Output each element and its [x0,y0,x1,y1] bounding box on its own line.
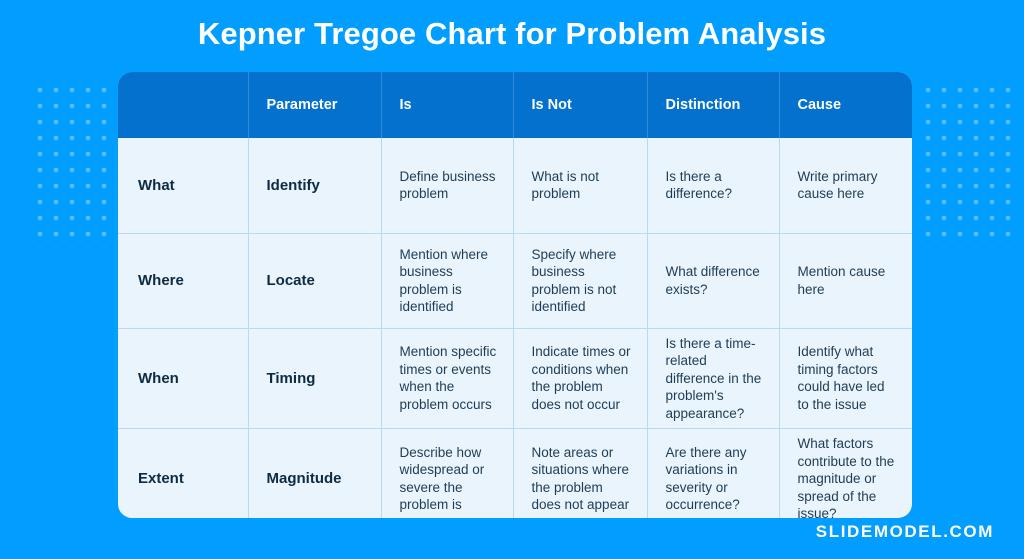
brand-watermark: SLIDEMODEL.COM [815,522,994,541]
kepner-tregoe-table: Parameter Is Is Not Distinction Cause Wh… [118,72,912,518]
table-row: Where Locate Mention where business prob… [118,233,912,329]
dot-pattern-right-decoration [916,78,1012,248]
cell-is-what: Define business problem [381,138,514,234]
table-body: What Identify Define business problem Wh… [118,138,912,518]
cell-is-not-when: Indicate times or conditions when the pr… [513,328,648,429]
column-header-is-not: Is Not [513,72,648,138]
cell-is-not-extent: Note areas or situations where the probl… [513,428,648,518]
cell-is-not-what: What is not problem [513,138,648,234]
cell-is-not-where: Specify where business problem is not id… [513,233,648,329]
kepner-tregoe-table-card: Parameter Is Is Not Distinction Cause Wh… [118,72,912,518]
row-label-what: What [118,138,249,234]
column-header-distinction: Distinction [647,72,780,138]
cell-distinction-when: Is there a time-related difference in th… [647,328,780,429]
cell-cause-where: Mention cause here [779,233,912,329]
table-header-row: Parameter Is Is Not Distinction Cause [118,72,912,138]
cell-distinction-where: What difference exists? [647,233,780,329]
row-label-where: Where [118,233,249,329]
cell-is-where: Mention where business problem is identi… [381,233,514,329]
table-row: Extent Magnitude Describe how widespread… [118,428,912,518]
cell-parameter-what: Identify [248,138,382,234]
cell-cause-when: Identify what timing factors could have … [779,328,912,429]
cell-parameter-when: Timing [248,328,382,429]
row-label-when: When [118,328,249,429]
cell-is-extent: Describe how widespread or severe the pr… [381,428,514,518]
column-header-parameter: Parameter [248,72,382,138]
cell-parameter-extent: Magnitude [248,428,382,518]
table-row: What Identify Define business problem Wh… [118,138,912,234]
table-header: Parameter Is Is Not Distinction Cause [118,72,912,138]
cell-distinction-what: Is there a difference? [647,138,780,234]
cell-cause-extent: What factors contribute to the magnitude… [797,436,895,518]
page-title: Kepner Tregoe Chart for Problem Analysis [197,16,827,51]
column-header-is: Is [381,72,514,138]
cell-parameter-where: Locate [248,233,382,329]
table-row: When Timing Mention specific times or ev… [118,328,912,429]
cell-cause-what: Write primary cause here [779,138,912,234]
column-header-blank [118,72,249,138]
row-label-extent: Extent [118,428,249,518]
column-header-cause: Cause [779,72,912,138]
dot-pattern-left-decoration [28,78,114,248]
cell-is-when: Mention specific times or events when th… [381,328,514,429]
cell-distinction-extent: Are there any variations in severity or … [647,428,780,518]
